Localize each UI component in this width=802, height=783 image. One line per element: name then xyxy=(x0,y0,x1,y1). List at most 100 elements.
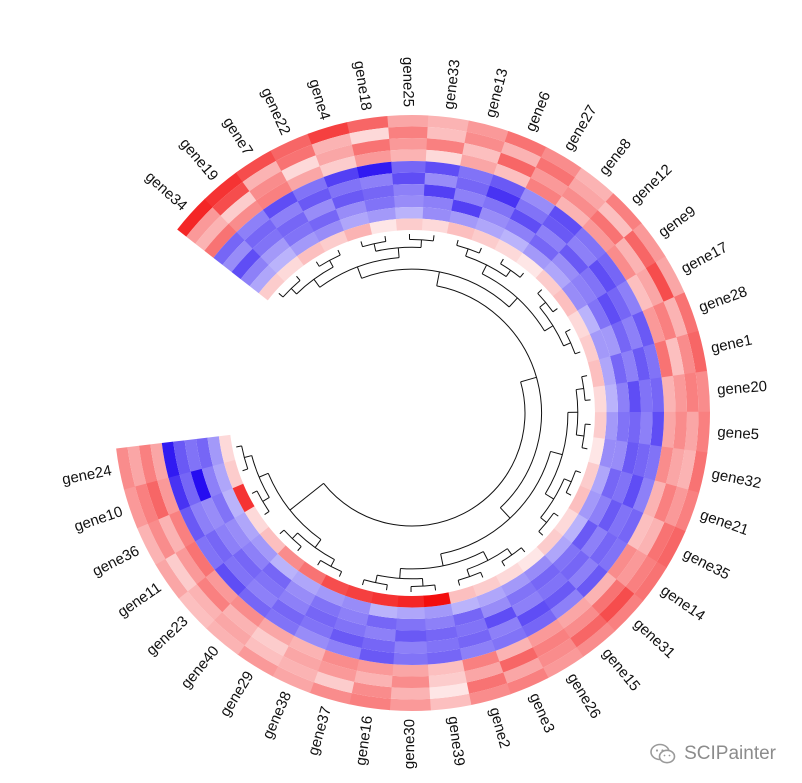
heat-cell-gene12-track2 xyxy=(597,201,634,239)
heat-cell-gene31-track6 xyxy=(567,557,599,590)
heat-cell-gene32-track2 xyxy=(676,449,696,491)
heat-cell-gene26-track7 xyxy=(511,590,544,617)
heat-cell-gene36-track10 xyxy=(232,483,255,513)
heat-cell-gene3-track10 xyxy=(472,575,502,597)
heat-cell-gene32-track5 xyxy=(643,444,662,481)
heat-cell-gene7-track8 xyxy=(283,221,315,247)
heat-cell-gene21-track4 xyxy=(643,480,666,519)
heat-cell-gene39-track1 xyxy=(429,693,472,711)
heat-cell-gene27-track4 xyxy=(525,177,563,207)
heat-cell-gene36-track2 xyxy=(147,518,176,559)
heat-cell-gene2-track1 xyxy=(468,683,511,706)
heat-cell-gene13-track1 xyxy=(466,120,510,143)
gene-label-gene29: gene29 xyxy=(217,668,258,720)
dendrogram-branch xyxy=(297,546,302,552)
heat-cell-gene1-track1 xyxy=(687,330,708,374)
heat-cell-gene22-track4 xyxy=(286,165,325,192)
dendrogram-branch xyxy=(575,470,581,474)
heat-cell-gene32-track9 xyxy=(599,438,617,469)
heat-cell-gene3-track8 xyxy=(479,596,512,619)
gene-label-gene34: gene34 xyxy=(142,168,191,214)
heat-cell-gene32-track10 xyxy=(588,437,605,466)
heat-cell-gene39-track7 xyxy=(425,626,458,642)
dendrogram-branch xyxy=(552,308,558,313)
heat-cell-gene35-track5 xyxy=(617,508,644,545)
heat-cell-gene8-track5 xyxy=(548,205,583,237)
heat-cell-gene8-track4 xyxy=(555,196,591,228)
dendrogram-branch xyxy=(576,434,585,437)
heat-cell-gene16-track6 xyxy=(360,636,396,653)
heat-cell-gene7-track4 xyxy=(256,180,293,210)
gene-label-gene16: gene16 xyxy=(352,715,376,767)
heat-cell-gene20-track3 xyxy=(672,374,687,413)
heat-cell-gene24-track10 xyxy=(218,434,236,463)
heat-cell-gene9-track3 xyxy=(614,237,647,275)
heat-cell-gene23-track6 xyxy=(223,555,255,588)
heat-cell-gene30-track1 xyxy=(389,698,431,711)
gene-label-gene23: gene23 xyxy=(143,613,191,659)
dendrogram xyxy=(236,234,591,593)
dendrogram-branch xyxy=(508,297,518,308)
heat-cell-gene3-track6 xyxy=(487,616,523,641)
dendrogram-branch xyxy=(520,547,526,553)
heat-cell-gene10-track7 xyxy=(190,468,212,502)
heat-cell-gene13-track6 xyxy=(455,176,491,197)
heat-cell-gene38-track2 xyxy=(277,655,318,683)
heat-cell-gene11-track8 xyxy=(224,517,251,549)
heat-cell-gene6-track2 xyxy=(500,141,542,168)
gene-label-gene25: gene25 xyxy=(399,57,417,107)
heat-cell-gene17-track7 xyxy=(596,292,622,326)
heat-cell-gene34-track8 xyxy=(240,256,269,287)
heat-cell-gene29-track2 xyxy=(244,635,284,667)
heat-cell-gene17-track10 xyxy=(567,310,591,340)
dendrogram-branch xyxy=(478,247,482,254)
heat-cell-gene38-track6 xyxy=(298,615,334,639)
gene-label-gene9: gene9 xyxy=(655,203,699,241)
heat-cell-gene17-track3 xyxy=(636,268,664,307)
heat-cell-gene24-track5 xyxy=(161,441,180,478)
dendrogram-arc xyxy=(565,331,576,355)
heat-cell-gene35-track6 xyxy=(607,503,633,539)
dendrogram-branch xyxy=(278,292,284,298)
heat-cell-gene25-track4 xyxy=(390,149,428,162)
heat-cell-gene12-track5 xyxy=(574,227,607,261)
heat-cell-gene36-track3 xyxy=(158,514,186,554)
heat-cell-gene21-track3 xyxy=(653,483,677,523)
heat-cell-gene37-track7 xyxy=(333,617,367,637)
heat-cell-gene31-track10 xyxy=(536,528,563,556)
heat-cell-gene22-track9 xyxy=(314,219,345,242)
heat-cell-gene2-track3 xyxy=(463,661,504,683)
heat-cell-gene26-track2 xyxy=(537,637,577,669)
dendrogram-branch xyxy=(375,574,378,583)
heat-cell-gene17-track5 xyxy=(616,280,643,317)
heat-cell-gene4-track3 xyxy=(315,144,356,167)
dendrogram-branch xyxy=(499,507,511,519)
dendrogram-branch xyxy=(576,387,584,391)
heat-cell-gene2-track5 xyxy=(459,639,496,661)
heat-cell-gene16-track3 xyxy=(353,670,393,688)
heat-cell-gene11-track3 xyxy=(174,546,206,585)
gene-label-gene30: gene30 xyxy=(401,719,418,769)
heat-cell-gene4-track1 xyxy=(307,122,351,145)
gene-label-gene33: gene33 xyxy=(441,59,464,111)
heat-cell-gene29-track9 xyxy=(291,570,322,596)
heat-cell-gene35-track1 xyxy=(656,526,686,569)
heat-cell-gene13-track2 xyxy=(464,131,506,154)
heat-cell-gene20-track1 xyxy=(695,370,710,413)
heat-cell-gene30-track5 xyxy=(392,652,428,665)
heat-cell-gene10-track5 xyxy=(168,474,191,511)
heat-cell-gene15-track5 xyxy=(549,588,584,620)
dendrogram-branch xyxy=(397,247,400,258)
heat-cell-gene21-track2 xyxy=(664,486,689,528)
gene-label-gene19: gene19 xyxy=(176,135,221,184)
dendrogram-branch xyxy=(313,278,321,288)
heat-cell-gene38-track8 xyxy=(309,594,342,618)
heat-cell-gene28-track5 xyxy=(631,311,655,348)
watermark: SCIPainter xyxy=(650,743,776,765)
heat-cell-gene11-track6 xyxy=(204,529,233,563)
gene-label-gene20: gene20 xyxy=(717,378,768,399)
heat-cell-gene25-track9 xyxy=(394,206,424,220)
heat-cell-gene26-track1 xyxy=(542,647,584,679)
heat-cell-gene39-track9 xyxy=(423,603,454,619)
heat-cell-gene28-track7 xyxy=(610,320,633,354)
